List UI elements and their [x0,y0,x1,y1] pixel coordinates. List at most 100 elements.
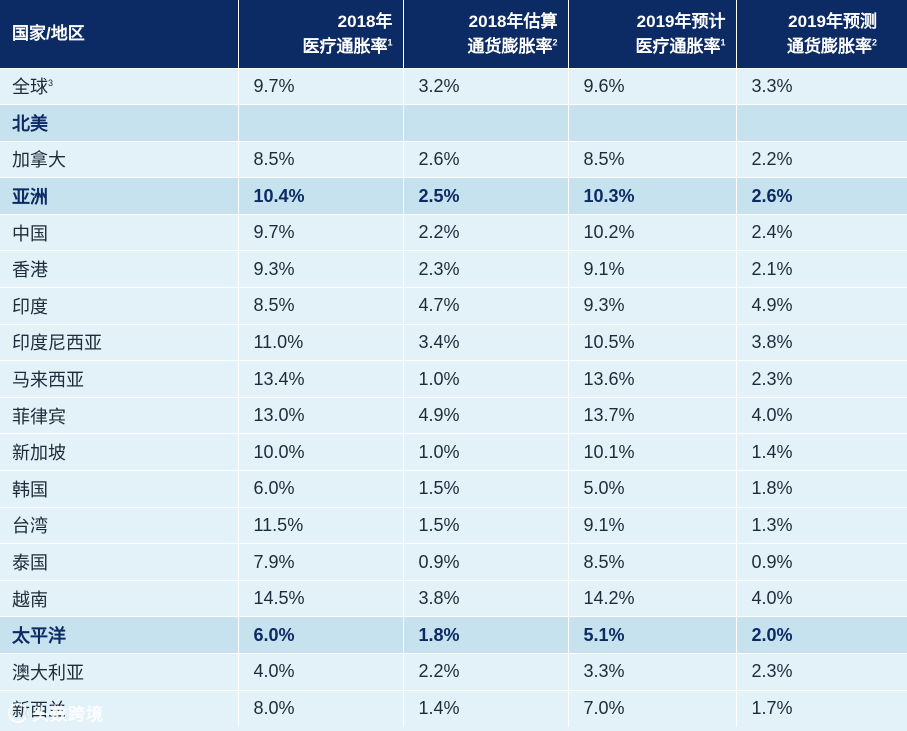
footnote-marker: 2 [871,37,877,48]
value-cell: 1.4% [403,689,569,727]
table-row: 韩国 6.0% 1.5% 5.0% 1.8% [0,470,907,508]
table-row: 马来西亚 13.4% 1.0% 13.6% 2.3% [0,360,907,398]
country-cell: 韩国 [0,470,239,508]
country-name: 印度 [12,296,48,317]
value-cell: 10.4% [238,177,404,215]
table-row: 澳大利亚 4.0% 2.2% 3.3% 2.3% [0,653,907,691]
country-cell: 越南 [0,579,239,617]
value-cell: 8.5% [238,287,404,325]
country-name: 中国 [12,223,48,244]
value-cell: 2.2% [736,140,907,178]
country-cell: 北美 [0,104,239,142]
value-cell: 8.5% [568,543,737,581]
table-row: 新西兰 8.0% 1.4% 7.0% 1.7% [0,689,907,727]
country-cell: 马来西亚 [0,360,239,398]
column-header-line2-text: 医疗通胀率 [302,36,388,56]
value-cell: 1.3% [736,506,907,544]
country-name: 香港 [12,260,48,281]
value-cell: 1.0% [403,433,569,471]
value-cell: 10.0% [238,433,404,471]
country-cell: 新加坡 [0,433,239,471]
column-header-line1: 2019年预测 [788,11,877,31]
value-cell: 9.3% [568,287,737,325]
value-cell: 6.0% [238,470,404,508]
country-cell: 亚洲 [0,177,239,215]
value-cell: 9.1% [568,250,737,288]
value-cell: 1.8% [736,470,907,508]
column-header-line2: 医疗通胀率1 [239,34,393,59]
column-header-line2-text: 医疗通胀率 [635,36,721,56]
value-cell: 0.9% [736,543,907,581]
region-row: 亚洲 10.4% 2.5% 10.3% 2.6% [0,177,907,215]
value-cell: 13.4% [238,360,404,398]
value-cell: 10.5% [568,323,737,361]
country-cell: 菲律宾 [0,396,239,434]
value-cell: 2.3% [736,653,907,691]
country-cell: 台湾 [0,506,239,544]
value-cell: 2.6% [403,140,569,178]
table-row: 泰国 7.9% 0.9% 8.5% 0.9% [0,543,907,581]
column-header: 2019年预计 医疗通胀率1 [568,0,737,68]
value-cell: 13.7% [568,396,737,434]
country-name: 北美 [12,113,48,134]
value-cell: 2.3% [736,360,907,398]
value-cell: 2.5% [403,177,569,215]
value-cell [736,104,907,142]
column-header-line2-text: 通货膨胀率 [467,36,553,56]
value-cell: 1.0% [403,360,569,398]
value-cell: 3.4% [403,323,569,361]
table-row: 全球3 9.7% 3.2% 9.6% 3.3% [0,67,907,105]
value-cell: 2.1% [736,250,907,288]
table-row: 印度尼西亚 11.0% 3.4% 10.5% 3.8% [0,323,907,361]
table-row: 香港 9.3% 2.3% 9.1% 2.1% [0,250,907,288]
column-header-line2-text: 通货膨胀率 [786,36,872,56]
column-header-line1: 2018年 [337,11,393,31]
country-name: 加拿大 [12,150,66,171]
value-cell: 1.7% [736,689,907,727]
value-cell: 9.7% [238,67,404,105]
footnote-marker: 1 [387,37,393,48]
watermark-logo-icon [8,703,28,723]
value-cell: 0.9% [403,543,569,581]
country-cell: 香港 [0,250,239,288]
country-name: 韩国 [12,479,48,500]
column-header: 2018年医疗通胀率1 [238,0,404,68]
value-cell: 4.7% [403,287,569,325]
value-cell: 1.8% [403,616,569,654]
column-header-line1: 2019年预计 [636,11,726,31]
value-cell: 10.1% [568,433,737,471]
value-cell: 2.2% [403,653,569,691]
country-name: 马来西亚 [12,370,84,391]
value-cell: 4.9% [736,287,907,325]
table-row: 越南 14.5% 3.8% 14.2% 4.0% [0,579,907,617]
value-cell: 10.2% [568,213,737,251]
value-cell: 14.2% [568,579,737,617]
column-header-line1: 2018年估算 [468,11,558,31]
footnote-marker: 2 [552,37,558,48]
value-cell: 11.0% [238,323,404,361]
value-cell: 10.3% [568,177,737,215]
country-name: 澳大利亚 [12,662,84,683]
value-cell: 3.3% [736,67,907,105]
table-row: 新加坡 10.0% 1.0% 10.1% 1.4% [0,433,907,471]
header-row: 国家/地区 2018年 医疗通胀率1 2018年估算 通货膨胀率2 2019年预计 医疗通胀… [0,0,907,68]
country-cell: 新西兰 [0,689,239,727]
value-cell: 9.1% [568,506,737,544]
value-cell: 1.4% [736,433,907,471]
table-row: 中国 9.7% 2.2% 10.2% 2.4% [0,213,907,251]
value-cell: 2.2% [403,213,569,251]
country-cell: 澳大利亚 [0,653,239,691]
table-body: 全球3 9.7% 3.2% 9.6% 3.3% 北美 加拿大 8.5% 2.6% 8.5% 2.2%… [0,67,907,727]
table-row: 加拿大 8.5% 2.6% 8.5% 2.2% [0,140,907,178]
country-name: 越南 [12,589,48,610]
value-cell: 8.5% [568,140,737,178]
table-row: 台湾 11.5% 1.5% 9.1% 1.3% [0,506,907,544]
value-cell: 9.3% [238,250,404,288]
value-cell [403,104,569,142]
country-cell: 中国 [0,213,239,251]
value-cell: 6.0% [238,616,404,654]
country-cell: 太平洋 [0,616,239,654]
value-cell: 3.2% [403,67,569,105]
table-row: 印度 8.5% 4.7% 9.3% 4.9% [0,287,907,325]
country-name: 台湾 [12,516,48,537]
